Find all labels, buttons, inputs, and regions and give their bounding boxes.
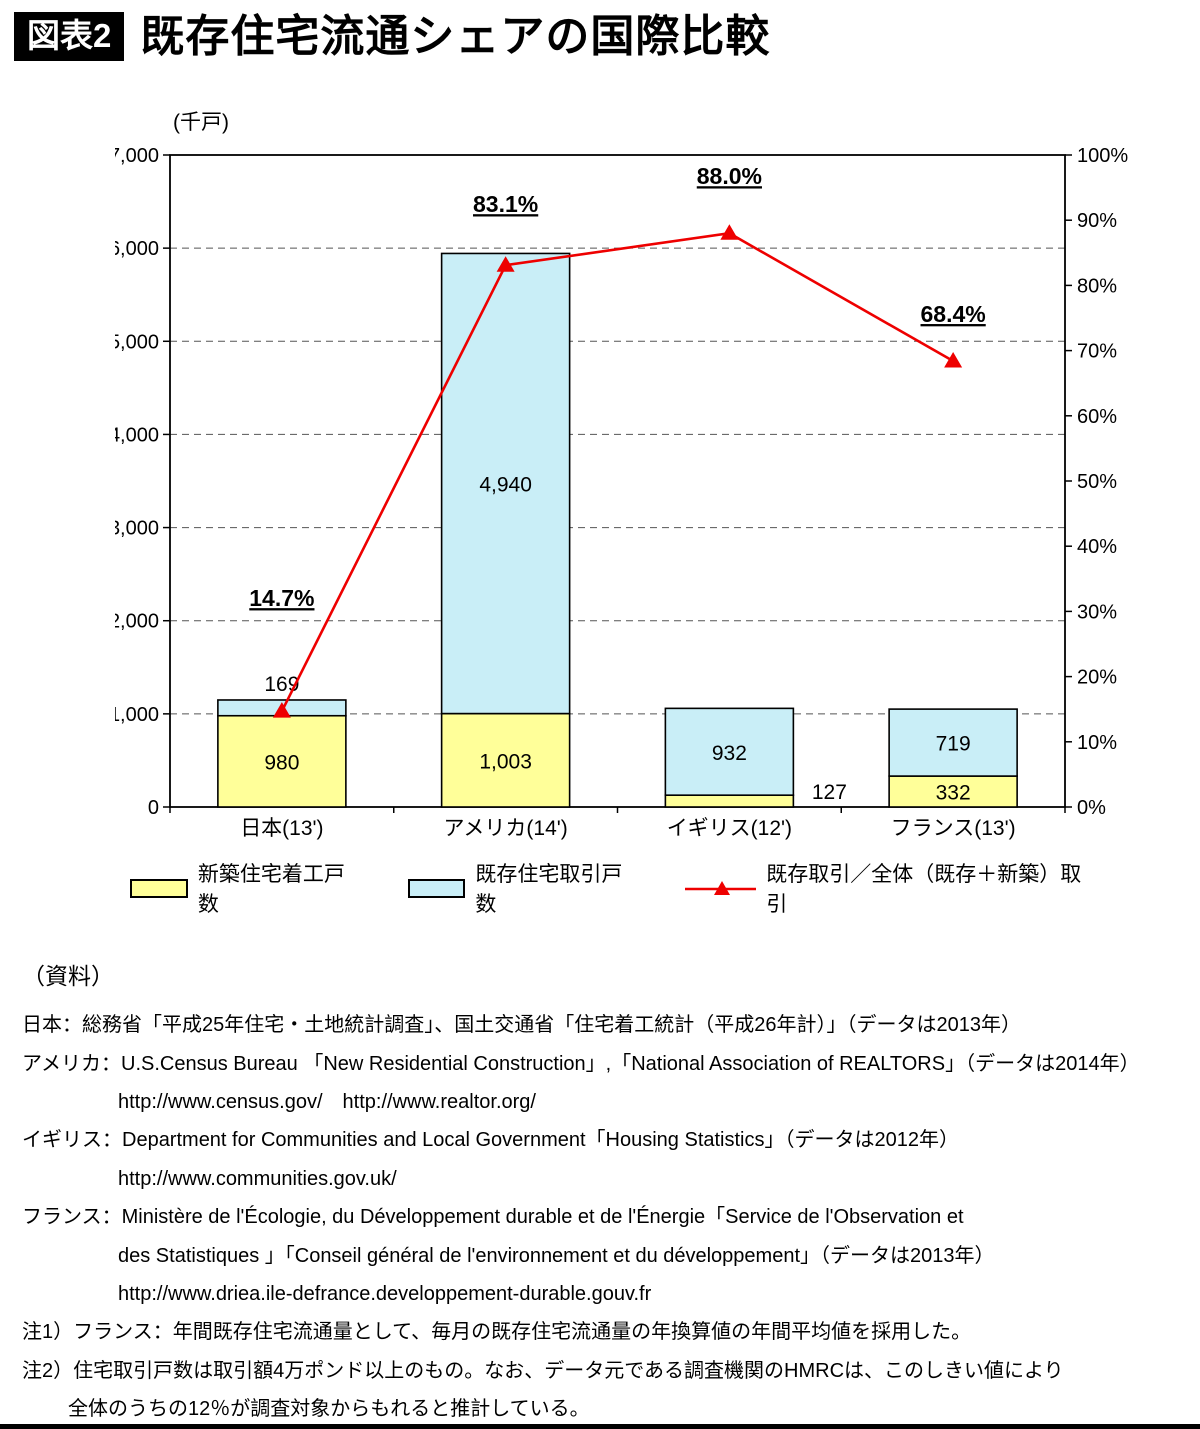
left-axis-tick-label: 1,000 — [115, 704, 159, 726]
legend-item-new-housing: 新築住宅着工戸数 — [130, 858, 360, 918]
left-axis-tick-label: 2,000 — [115, 611, 159, 633]
legend-swatch-new-housing — [130, 878, 188, 898]
bar-value-label-existing: 4,940 — [479, 474, 532, 497]
source-line-uk: イギリス：Department for Communities and Loca… — [22, 1129, 959, 1152]
bar-value-label-existing: 719 — [936, 733, 971, 756]
left-axis-tick-label: 7,000 — [115, 145, 159, 167]
left-axis-unit-label: (千戸) — [173, 111, 229, 134]
category-label: フランス(13') — [891, 817, 1016, 840]
bar-segment-new-housing — [888, 775, 1018, 808]
left-axis-tick-label: 6,000 — [115, 238, 159, 260]
bar-segment-new-housing — [217, 714, 347, 808]
bar-value-label-new: 332 — [936, 782, 971, 805]
page-bottom-rule — [0, 1424, 1200, 1429]
source-line-france-url: http://www.driea.ile-defrance.developpem… — [118, 1282, 652, 1305]
right-axis-tick-label: 70% — [1077, 341, 1117, 363]
note-2: 注2）住宅取引戸数は取引額4万ポンド以上のもの。なお、データ元である調査機関のH… — [22, 1359, 1064, 1382]
figure-number-tag: 図表2 — [14, 12, 125, 61]
right-axis-tick-label: 50% — [1077, 471, 1117, 493]
right-axis-tick-label: 60% — [1077, 406, 1117, 428]
legend-item-existing-housing: 既存住宅取引戸数 — [407, 858, 638, 918]
chart-canvas: 0 1,000 2,000 3,000 4,000 5,000 6,000 7,000 0% 10… — [109, 111, 1128, 840]
right-axis-tick-label: 10% — [1077, 732, 1117, 754]
left-axis-tick-label: 4,000 — [115, 424, 159, 446]
right-axis-tick-label: 20% — [1077, 667, 1117, 689]
bar-segment-new-housing — [664, 794, 795, 808]
legend-label-existing-housing: 既存住宅取引戸数 — [475, 863, 623, 916]
line-marker-triangle-icon — [720, 224, 739, 240]
legend-triangle-icon — [714, 881, 730, 895]
share-percent-label: 83.1% — [473, 191, 538, 217]
right-axis-tick-label: 0% — [1077, 797, 1106, 819]
share-percent-label: 88.0% — [697, 163, 762, 189]
line-marker-triangle-icon — [944, 352, 963, 368]
bar-value-label-existing: 932 — [712, 742, 747, 765]
bar-segment-existing-housing — [440, 252, 571, 715]
bar-value-label-new: 127 — [812, 781, 847, 804]
chart-area: 0 1,000 2,000 3,000 4,000 5,000 6,000 7,000 0% 10… — [109, 107, 1200, 848]
source-line-france: フランス：Ministère de l'Écologie, du Dévelop… — [22, 1206, 964, 1229]
legend-swatch-existing-housing — [407, 878, 466, 898]
figure-title: 既存住宅流通シェアの国際比較 — [140, 11, 771, 61]
source-line-france-2: des Statistiques 」「Conseil général de l'… — [118, 1244, 995, 1267]
source-line-japan: 日本：総務省「平成25年住宅・土地統計調査」、国土交通省「住宅着工統計（平成26… — [22, 1014, 1021, 1037]
share-percent-label: 68.4% — [921, 301, 986, 327]
left-axis-tick-label: 0 — [148, 797, 159, 819]
share-line — [280, 231, 954, 712]
legend-line-swatch — [685, 881, 757, 895]
right-axis-tick-label: 40% — [1077, 536, 1117, 558]
right-axis-tick-label: 100% — [1077, 145, 1128, 167]
right-axis-tick-label: 90% — [1077, 210, 1117, 232]
legend-label-new-housing: 新築住宅着工戸数 — [197, 863, 345, 916]
right-axis-tick-label: 30% — [1077, 601, 1117, 623]
note-1: 注1）フランス：年間既存住宅流通量として、毎月の既存住宅流通量の年換算値の年間平… — [22, 1321, 972, 1344]
source-heading: （資料） — [22, 963, 114, 989]
bar-segment-existing-housing — [664, 707, 795, 796]
category-label: アメリカ(14') — [443, 817, 567, 840]
bar-value-label-new: 980 — [264, 751, 299, 774]
share-percent-label: 14.7% — [249, 585, 314, 611]
right-axis-tick-label: 80% — [1077, 275, 1117, 297]
legend-item-share-line: 既存取引／全体（既存＋新築）取引 — [685, 858, 1090, 918]
category-label: 日本(13') — [240, 817, 323, 840]
figure-header: 図表2 既存住宅流通シェアの国際比較 — [0, 0, 1200, 61]
bar-value-label-new: 1,003 — [479, 750, 532, 773]
bar-value-label-existing: 169 — [264, 673, 299, 696]
legend-label-share-line: 既存取引／全体（既存＋新築）取引 — [766, 863, 1082, 916]
line-marker-triangle-icon — [272, 702, 291, 718]
source-line-usa-url: http://www.census.gov/ http://www.realto… — [118, 1090, 536, 1113]
left-axis-tick-label: 5,000 — [115, 331, 159, 353]
note-2-continued: 全体のうちの12％が調査対象からもれると推計している。 — [68, 1398, 590, 1421]
source-line-usa: アメリカ：U.S.Census Bureau 「New Residential … — [22, 1052, 1140, 1075]
category-label: イギリス(12') — [667, 817, 792, 840]
bar-segment-existing-housing — [888, 708, 1018, 777]
source-line-uk-url: http://www.communities.gov.uk/ — [118, 1167, 397, 1190]
line-marker-triangle-icon — [496, 256, 515, 272]
bar-segment-new-housing — [440, 712, 571, 808]
left-axis-tick-label: 3,000 — [115, 518, 159, 540]
source-notes: （資料） 日本：総務省「平成25年住宅・土地統計調査」、国土交通省「住宅着工統計… — [22, 954, 1200, 1428]
chart-legend: 新築住宅着工戸数 既存住宅取引戸数 既存取引／全体（既存＋新築）取引 — [130, 858, 1090, 918]
